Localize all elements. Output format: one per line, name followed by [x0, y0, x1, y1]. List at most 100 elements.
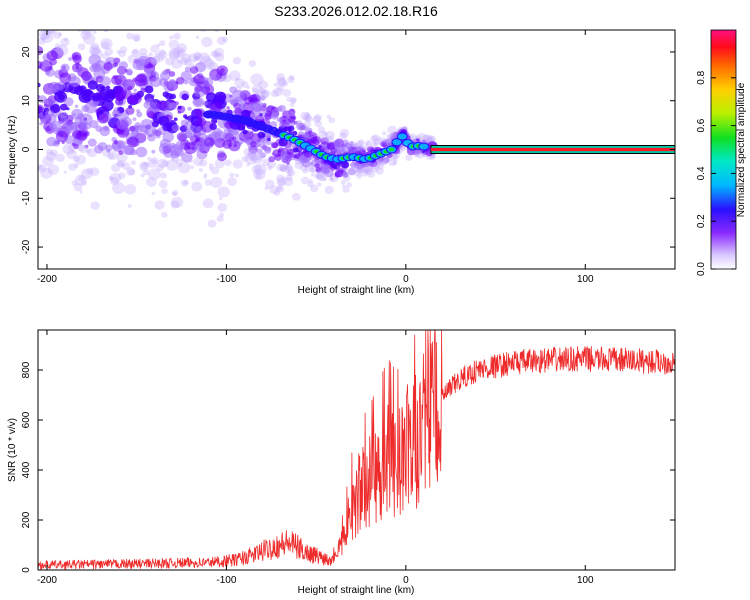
spectrogram-blob: [151, 120, 159, 128]
spectrogram-blob: [203, 58, 216, 70]
spectrogram-blob: [228, 70, 241, 82]
spectrogram-blob: [125, 167, 136, 176]
spectrogram-blob: [131, 49, 139, 57]
spectrogram-blob: [203, 173, 208, 177]
spectrogram-blob: [53, 20, 63, 29]
spectrogram-blob: [392, 161, 398, 165]
spectrogram-blob: [45, 97, 56, 107]
spectrogram-blob: [289, 75, 295, 81]
spectrogram-blob: [77, 144, 85, 152]
spectrogram-blob: [90, 48, 103, 60]
spectrogram-blob: [50, 149, 58, 157]
spectrogram-blob: [184, 116, 189, 120]
spectrogram-blob: [302, 113, 312, 122]
spectrogram-blob: [317, 130, 328, 140]
spectrogram-blob: [254, 163, 267, 175]
spectrogram-blob: [322, 162, 330, 170]
spectrogram-blob: [262, 89, 267, 94]
spectrogram-blob: [97, 141, 108, 151]
spectrogram-blob: [375, 167, 384, 175]
spectrogram-blob: [71, 51, 82, 61]
spectrogram-blob: [386, 134, 392, 139]
spectrogram-blob: [188, 159, 194, 164]
spectrogram-blob: [221, 36, 229, 43]
spectrogram-blob: [317, 126, 326, 133]
spectrogram-blob: [281, 80, 289, 87]
spectrogram-blob: [322, 177, 327, 182]
spectrogram-blob: [81, 180, 87, 186]
spectrogram-blob: [416, 149, 422, 155]
spectrogram-blob: [116, 49, 122, 55]
spectrogram-blob: [100, 38, 113, 50]
spectrogram-blob: [242, 129, 248, 135]
spectrogram-blob: [276, 177, 287, 187]
spectrogram-blob: [294, 161, 304, 170]
x-tick-label: 0: [403, 274, 409, 285]
spectrogram-blob: [267, 165, 273, 171]
spectrogram-blob: [365, 142, 369, 146]
spectrogram-blob: [330, 177, 334, 181]
spectrogram-blob: [135, 146, 148, 158]
x-tick-label: 100: [577, 274, 594, 285]
spectrogram-blob: [284, 165, 290, 170]
spectrogram-blob: [309, 184, 319, 193]
spectrogram-blob: [169, 102, 177, 109]
spectrogram-blob: [276, 84, 285, 92]
spectrogram-blob: [302, 168, 308, 174]
spectrogram-blob: [300, 176, 310, 185]
spectrogram-blob: [142, 169, 150, 176]
spectrogram-blob: [201, 36, 213, 48]
spectrogram-blob: [193, 56, 199, 62]
spectrogram-blob: [366, 146, 374, 153]
spectrogram-blob: [177, 161, 191, 174]
spectrogram-blob: [79, 122, 85, 128]
spectrogram-blob: [127, 204, 132, 208]
spectrogram-blob: [147, 111, 156, 119]
spectrogram-blob: [81, 30, 92, 35]
spectrogram-blob: [58, 32, 63, 37]
spectrogram-blob: [370, 135, 378, 143]
spectrogram-blob: [364, 167, 374, 176]
spectrogram-blob: [121, 80, 131, 89]
spectrogram-blob: [138, 25, 143, 30]
spectrogram-blob: [259, 90, 266, 96]
spectrogram-ridge-point: [391, 138, 403, 147]
spectrogram-blob: [265, 139, 272, 146]
spectrogram-blob: [106, 152, 115, 160]
spectrogram-blob: [183, 58, 192, 67]
spectrogram-blob: [136, 111, 143, 118]
spectrogram-blob: [251, 152, 264, 164]
spectrogram-blob: [128, 7, 138, 16]
spectrogram-blob: [116, 11, 128, 22]
spectrogram-blob: [181, 152, 193, 163]
spectrogram-blob: [364, 169, 369, 174]
spectrogram-blob: [156, 100, 168, 111]
spectrogram-blob: [365, 141, 372, 147]
spectrogram-blob: [234, 78, 245, 88]
spectrogram-blob: [53, 31, 62, 39]
spectrogram-blob: [120, 163, 125, 167]
spectrogram-blob: [265, 179, 275, 189]
spectrogram-blob: [158, 142, 172, 155]
spectrogram-blob: [280, 166, 287, 172]
spectrogram-blob: [38, 164, 47, 173]
spectrogram-blob: [154, 200, 165, 210]
spectrogram-blob: [207, 219, 217, 228]
spectrogram-blob: [88, 54, 102, 66]
spectrogram-blob: [250, 156, 256, 161]
spectrogram-blob: [194, 84, 203, 93]
spectrogram-blob: [172, 191, 177, 196]
spectrogram-blob: [277, 179, 285, 187]
spectrogram-blob: [87, 12, 99, 23]
spectrogram-blob: [320, 137, 329, 145]
spectrogram-blob: [62, 2, 74, 13]
y-tick-label: 0: [21, 567, 32, 573]
spectrogram-blob: [277, 78, 287, 87]
spectrogram-blob: [250, 131, 254, 135]
spectrogram-blob: [78, 85, 87, 94]
spectrogram-blob: [113, 140, 119, 145]
spectrogram-blob: [250, 141, 257, 148]
spectrogram-blob: [210, 177, 223, 188]
